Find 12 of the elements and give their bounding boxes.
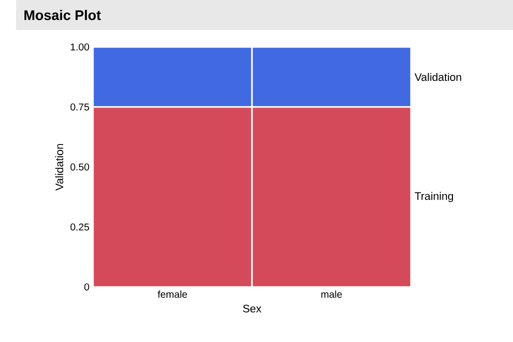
chart-title: Mosaic Plot xyxy=(24,10,101,20)
series-label: Training xyxy=(414,192,454,202)
y-tick-label: 0.25 xyxy=(70,223,90,231)
series-label: Validation xyxy=(414,72,462,82)
y-tick-label: 0.50 xyxy=(70,163,90,171)
y-tick-label: 1.00 xyxy=(70,43,90,51)
y-tick-label: 0 xyxy=(84,283,90,291)
x-axis-title: Sex xyxy=(243,304,262,312)
x-tick-label: female xyxy=(158,290,188,298)
x-tick-label: male xyxy=(321,290,342,298)
y-axis-title: Validation xyxy=(55,144,64,191)
y-tick-label: 0.75 xyxy=(70,103,90,111)
